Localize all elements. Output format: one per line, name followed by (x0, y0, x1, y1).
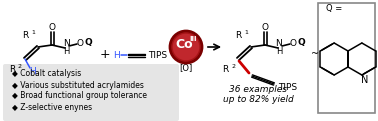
Text: H: H (63, 48, 69, 57)
Text: O: O (290, 39, 296, 49)
Text: R: R (22, 31, 28, 41)
Text: III: III (189, 36, 197, 42)
Text: 36 examples: 36 examples (229, 84, 287, 94)
FancyBboxPatch shape (3, 64, 179, 121)
Text: 2: 2 (231, 64, 235, 69)
Text: R: R (222, 65, 228, 75)
Text: up to 82% yield: up to 82% yield (223, 95, 293, 103)
Text: [O]: [O] (180, 64, 193, 72)
Text: R: R (9, 65, 15, 75)
Text: Q: Q (297, 38, 305, 48)
Text: R: R (235, 31, 241, 41)
Circle shape (172, 33, 200, 61)
Text: ◆ Various substituted acrylamides: ◆ Various substituted acrylamides (12, 80, 144, 90)
Text: 1: 1 (244, 30, 248, 35)
Text: H: H (114, 50, 120, 60)
Text: ◆ Cobalt catalysis: ◆ Cobalt catalysis (12, 69, 81, 79)
Text: Q =: Q = (326, 4, 342, 14)
Text: ~: ~ (311, 49, 319, 59)
Text: TIPS: TIPS (279, 83, 297, 91)
FancyArrowPatch shape (208, 44, 219, 50)
Text: O: O (48, 23, 56, 31)
Text: +: + (100, 49, 110, 61)
Text: N: N (63, 39, 70, 49)
Text: Q: Q (84, 38, 92, 48)
Text: 1: 1 (31, 30, 35, 35)
Text: ◆ Broad functional group tolerance: ◆ Broad functional group tolerance (12, 91, 147, 101)
Text: H: H (29, 68, 36, 76)
Circle shape (170, 31, 202, 63)
Text: N: N (276, 39, 282, 49)
Text: TIPS: TIPS (149, 50, 167, 60)
Text: 2: 2 (18, 64, 22, 69)
Text: O: O (262, 23, 268, 31)
Text: N: N (361, 75, 369, 85)
Bar (318, 3, 375, 113)
Text: O: O (76, 39, 84, 49)
Text: Co: Co (175, 38, 193, 52)
Text: ◆ Z-selective enynes: ◆ Z-selective enynes (12, 102, 92, 111)
Text: H: H (276, 48, 282, 57)
